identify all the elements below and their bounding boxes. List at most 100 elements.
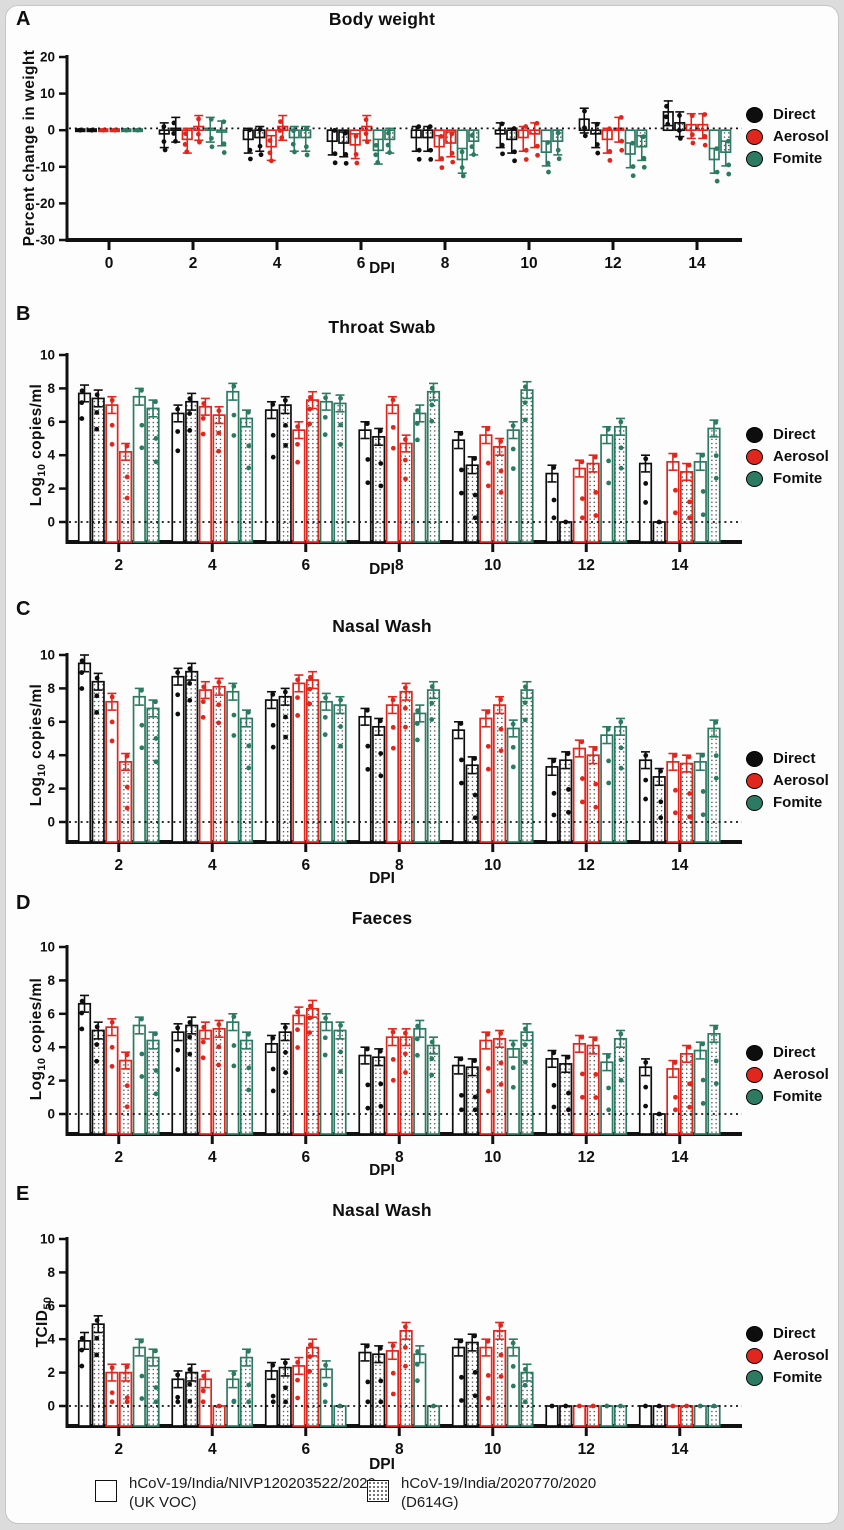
bar	[306, 1007, 320, 1135]
bar	[545, 1405, 559, 1427]
data-point	[579, 776, 585, 781]
data-point	[153, 459, 159, 465]
data-point	[713, 453, 719, 459]
legend-label: Fomite	[773, 794, 823, 811]
bar	[77, 1340, 92, 1427]
data-point	[153, 699, 158, 705]
bar	[586, 1044, 600, 1135]
data-point	[221, 119, 227, 125]
data-point	[643, 1084, 649, 1090]
data-point	[307, 674, 313, 680]
data-point	[282, 397, 288, 403]
data-point	[295, 1395, 301, 1401]
data-point	[472, 756, 478, 761]
data-point	[566, 1090, 571, 1096]
bar	[693, 1405, 707, 1427]
legend-label: Fomite	[773, 150, 823, 167]
data-point	[187, 1020, 193, 1025]
x-tick-label: 12	[604, 255, 621, 272]
data-point	[109, 1044, 115, 1050]
data-point	[79, 1347, 85, 1353]
data-point	[231, 1371, 237, 1377]
data-point	[458, 721, 464, 726]
panel-title: Nasal Wash	[332, 616, 432, 636]
bar	[426, 1405, 441, 1427]
x-tick-label: 14	[671, 1149, 689, 1166]
bar	[171, 1031, 185, 1135]
data-point	[618, 115, 624, 120]
data-point	[322, 432, 328, 438]
data-point	[656, 1111, 662, 1117]
data-point	[522, 1026, 528, 1032]
data-point	[282, 689, 288, 695]
data-point	[187, 681, 193, 686]
data-point	[124, 1104, 130, 1110]
data-point	[390, 745, 396, 751]
bar	[226, 1021, 240, 1135]
chart-svg: 10 8 6 4 2 0 2 4 6 8 10 12 14	[40, 940, 742, 1166]
data-point	[216, 408, 222, 414]
data-point	[714, 178, 720, 184]
y-tick-label: 6	[47, 1298, 55, 1313]
data-point	[295, 424, 301, 429]
bar	[239, 1356, 254, 1427]
data-point	[332, 151, 338, 157]
data-point	[402, 705, 408, 711]
legend-item-fomite: Fomite	[746, 150, 829, 167]
data-point	[429, 717, 435, 722]
legend-item-direct: Direct	[746, 426, 829, 443]
x-tick-label: 10	[484, 857, 501, 874]
data-point	[459, 1107, 464, 1113]
data-point	[390, 1370, 396, 1376]
data-point	[94, 1042, 100, 1047]
data-point	[665, 121, 671, 127]
data-point	[460, 173, 466, 179]
data-point	[124, 1052, 130, 1058]
data-point	[472, 792, 478, 798]
legend-item-fomite: Fomite	[746, 470, 829, 487]
data-point	[605, 726, 611, 732]
bar	[451, 1064, 466, 1135]
data-point	[563, 519, 569, 525]
data-point	[247, 147, 253, 153]
y-tick-label: 2	[47, 781, 55, 796]
bar	[520, 689, 534, 843]
data-point	[279, 135, 285, 141]
bar	[319, 700, 333, 843]
bar	[292, 429, 306, 543]
data-point	[201, 1024, 207, 1030]
x-tick-label: 14	[688, 255, 706, 272]
data-point	[672, 510, 678, 516]
data-point	[551, 1104, 557, 1110]
data-point	[307, 406, 313, 412]
data-point	[182, 141, 188, 147]
y-tick-label: 10	[40, 348, 55, 363]
data-point	[510, 764, 516, 770]
data-point	[643, 796, 648, 802]
data-point	[378, 773, 384, 779]
data-point	[307, 1030, 313, 1035]
x-tick-label: 12	[578, 557, 595, 574]
x-tick-label: 6	[357, 255, 366, 272]
data-point	[469, 133, 475, 138]
legend-label: Direct	[773, 1044, 816, 1061]
bar	[465, 1341, 479, 1427]
data-point	[79, 388, 85, 394]
data-point	[332, 128, 337, 133]
data-point	[510, 1364, 516, 1369]
x-tick-label: 10	[484, 557, 501, 574]
data-point	[109, 441, 115, 447]
data-point	[278, 119, 283, 125]
data-point	[579, 515, 585, 521]
data-point	[201, 401, 207, 406]
data-point	[124, 753, 130, 759]
data-point	[459, 1374, 464, 1380]
data-point	[153, 1091, 159, 1097]
data-point	[303, 126, 309, 132]
panel-body-weight: A Body weight Percent change in weight 2…	[0, 0, 844, 295]
data-point	[365, 743, 371, 749]
data-point	[94, 675, 100, 681]
data-point	[658, 768, 663, 774]
data-point	[365, 1105, 371, 1111]
data-point	[124, 784, 130, 790]
